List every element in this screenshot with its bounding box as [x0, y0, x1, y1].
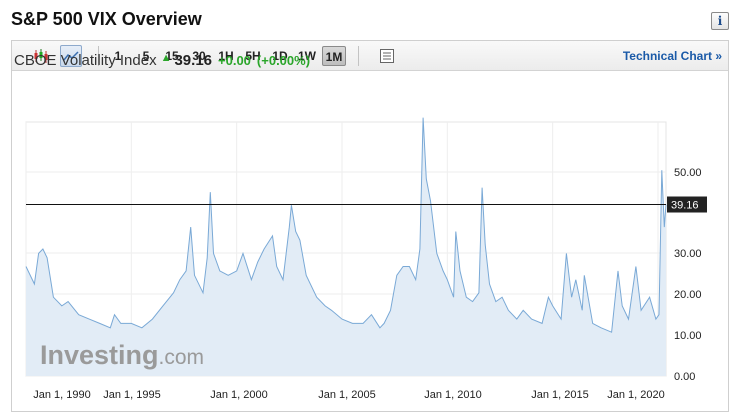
y-tick-label: 20.00: [674, 289, 702, 301]
quote-line: CBOE Volatility Index ▲ 39.16 +0.00 (+0.00%): [14, 52, 310, 69]
table-view-icon[interactable]: [376, 45, 398, 67]
page-title: S&P 500 VIX Overview: [11, 9, 202, 29]
chart-toolbar: 1 5 15 30 1H 5H 1D 1W 1M Technical Chart…: [12, 41, 728, 71]
x-tick-label: Jan 1, 2000: [210, 389, 268, 401]
timeframe-1m[interactable]: 1M: [322, 46, 346, 66]
timeframe-1w[interactable]: 1W: [298, 49, 316, 63]
technical-chart-link[interactable]: Technical Chart »: [622, 49, 722, 63]
current-price-label: 39.16: [671, 200, 699, 212]
x-tick-label: Jan 1, 2010: [424, 389, 482, 401]
timeframe-1[interactable]: 1: [114, 49, 122, 63]
timeframe-5h[interactable]: 5H: [245, 49, 261, 63]
vix-area: [26, 117, 666, 376]
last-price: 39.16: [174, 52, 213, 69]
up-arrow-icon: ▲: [160, 52, 172, 64]
toolbar-divider: [358, 46, 359, 66]
timeframe-1h[interactable]: 1H: [218, 49, 234, 63]
price-change-percent: (+0.00%): [256, 53, 311, 68]
x-tick-label: Jan 1, 1990: [33, 389, 91, 401]
timeframe-15[interactable]: 15: [165, 49, 179, 63]
x-tick-label: Jan 1, 1995: [103, 389, 161, 401]
investing-watermark: Investing.com: [40, 340, 204, 370]
x-tick-label: Jan 1, 2020: [607, 389, 665, 401]
vix-line: [25, 117, 667, 333]
x-tick-label: Jan 1, 2015: [531, 389, 589, 401]
area-chart-icon[interactable]: [60, 45, 82, 67]
x-tick-label: Jan 1, 2005: [318, 389, 376, 401]
instrument-name: CBOE Volatility Index: [14, 52, 157, 69]
y-tick-label: 10.00: [674, 330, 702, 342]
timeframe-30[interactable]: 30: [192, 49, 206, 63]
y-tick-label: 50.00: [674, 167, 702, 179]
toolbar-divider: [98, 46, 99, 66]
timeframe-1d[interactable]: 1D: [272, 49, 288, 63]
y-tick-label: 0.00: [674, 371, 695, 383]
price-change: +0.00: [218, 53, 251, 68]
current-price-label-bg: [667, 196, 707, 213]
timeframe-5[interactable]: 5: [142, 49, 150, 63]
candlestick-chart-icon[interactable]: [30, 45, 52, 67]
info-button[interactable]: i: [711, 12, 729, 30]
y-tick-label: 30.00: [674, 248, 702, 260]
